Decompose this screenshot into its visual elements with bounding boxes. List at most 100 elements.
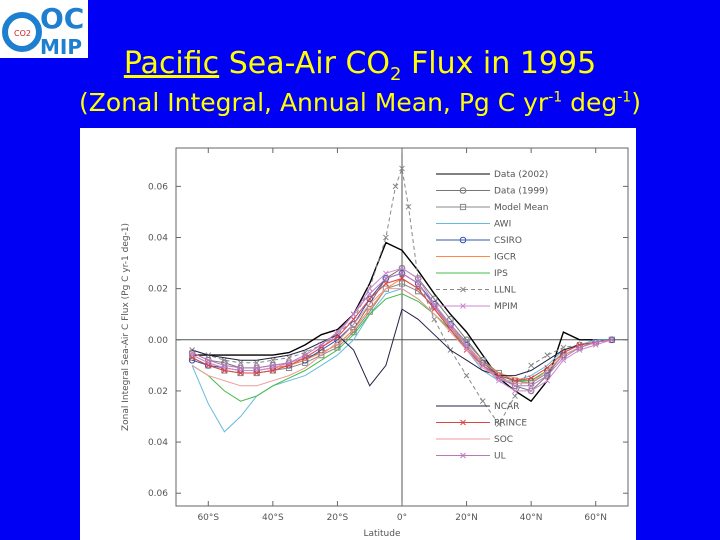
data-point — [560, 357, 567, 364]
data-point — [366, 285, 373, 292]
data-point — [399, 270, 405, 277]
data-point — [459, 236, 467, 244]
logo-mip-text: MIP — [40, 35, 82, 58]
data-point — [398, 270, 406, 277]
y-tick-label: 0.06 — [148, 489, 168, 499]
legend-label: MPIM — [494, 302, 518, 312]
data-point — [460, 419, 466, 426]
data-point — [512, 393, 518, 399]
data-point — [447, 324, 454, 330]
data-point — [350, 316, 357, 323]
x-tick-label: 0° — [397, 513, 407, 523]
data-point — [528, 362, 534, 369]
legend-label: CSIRO — [494, 236, 522, 246]
data-point — [463, 372, 470, 379]
ocmip-logo: CO2 OC MIP — [0, 0, 88, 58]
legend-label: NCAR — [494, 402, 519, 412]
axes: 0.06 0.04 0.02 0.00 0.02 0.04 0.06 60°S 40°S 20°S… — [121, 147, 629, 539]
data-point — [560, 354, 567, 361]
legend-label: PRINCE — [494, 419, 527, 429]
logo-co2-text: CO2 — [14, 29, 31, 38]
data-point — [350, 311, 357, 318]
subtitle-sup2: -1 — [617, 89, 632, 106]
legend: Data (2002) Data (1999) Model Mean AWI CSIRO… — [436, 170, 548, 462]
data-point — [576, 344, 583, 351]
data-point — [460, 286, 466, 293]
title-underlined-word: Pacific — [123, 46, 220, 81]
data-point — [350, 321, 357, 328]
data-point — [479, 398, 486, 405]
data-point — [366, 296, 373, 302]
data-point — [382, 275, 390, 282]
legend-item: IGCR — [436, 253, 516, 263]
data-point — [237, 359, 244, 366]
x-tick-label: 40°N — [520, 513, 543, 523]
chart-panel: Data (2002) Data (1999) Model Mean AWI CSIRO… — [80, 128, 636, 540]
legend-item: PRINCE — [436, 419, 527, 429]
data-point — [383, 270, 389, 277]
data-point — [528, 375, 534, 381]
data-point — [512, 388, 518, 394]
data-point — [366, 290, 373, 297]
data-point — [399, 265, 405, 272]
legend-label: SOC — [494, 435, 513, 445]
data-point — [221, 357, 228, 364]
subtitle-start: (Zonal Integral, Annual Mean, Pg C yr — [79, 88, 549, 117]
data-point — [366, 295, 374, 303]
data-point — [544, 352, 551, 358]
data-point — [253, 370, 260, 376]
y-tick-label: 0.00 — [148, 336, 168, 346]
subtitle-end: ) — [631, 88, 641, 117]
data-point — [609, 336, 615, 343]
data-point — [415, 280, 421, 287]
data-point — [302, 352, 308, 358]
data-point — [253, 359, 260, 366]
series-line — [191, 288, 612, 387]
data-point — [592, 339, 599, 346]
data-point — [447, 326, 454, 333]
data-point — [253, 365, 260, 371]
data-point — [392, 183, 399, 190]
legend-item: CSIRO — [436, 236, 522, 246]
data-point — [496, 375, 502, 381]
data-point — [431, 301, 438, 307]
data-point — [463, 342, 470, 348]
series-data-2002- — [192, 241, 612, 403]
legend-item: LLNL — [436, 286, 516, 296]
data-point — [334, 329, 341, 335]
data-point — [205, 362, 212, 369]
legend-label: Data (2002) — [494, 170, 548, 180]
series-mpim — [189, 265, 615, 394]
legend-label: Model Mean — [494, 203, 548, 213]
series-ips — [191, 293, 612, 402]
x-tick-label: 60°S — [197, 513, 219, 523]
flux-chart: Data (2002) Data (1999) Model Mean AWI CSIRO… — [121, 147, 636, 539]
legend-label: IPS — [494, 269, 508, 279]
data-point — [237, 365, 244, 371]
subtitle-mid: deg — [562, 88, 618, 117]
data-point — [459, 203, 467, 211]
data-point — [189, 349, 195, 356]
legend-item: Model Mean — [436, 203, 548, 213]
plot-frame-bg — [176, 148, 636, 538]
series-line — [191, 166, 612, 426]
data-point — [383, 275, 389, 282]
series-soc — [191, 288, 612, 387]
data-point — [383, 234, 389, 241]
title-text: Sea-Air CO — [219, 46, 391, 81]
legend-item: UL — [436, 452, 506, 462]
y-tick-label: 0.02 — [148, 285, 168, 295]
data-point — [237, 367, 244, 374]
legend-label: LLNL — [494, 286, 516, 296]
logo-oc-text: OC — [40, 2, 84, 35]
data-point — [398, 280, 406, 287]
data-point — [253, 367, 260, 374]
legend-item: MPIM — [436, 302, 518, 312]
series-ul — [189, 270, 615, 389]
series-line — [191, 308, 612, 387]
data-point — [270, 357, 276, 364]
grid — [176, 148, 628, 506]
subtitle-sup1: -1 — [548, 89, 563, 106]
data-point — [431, 316, 438, 323]
legend-label: UL — [494, 452, 506, 462]
